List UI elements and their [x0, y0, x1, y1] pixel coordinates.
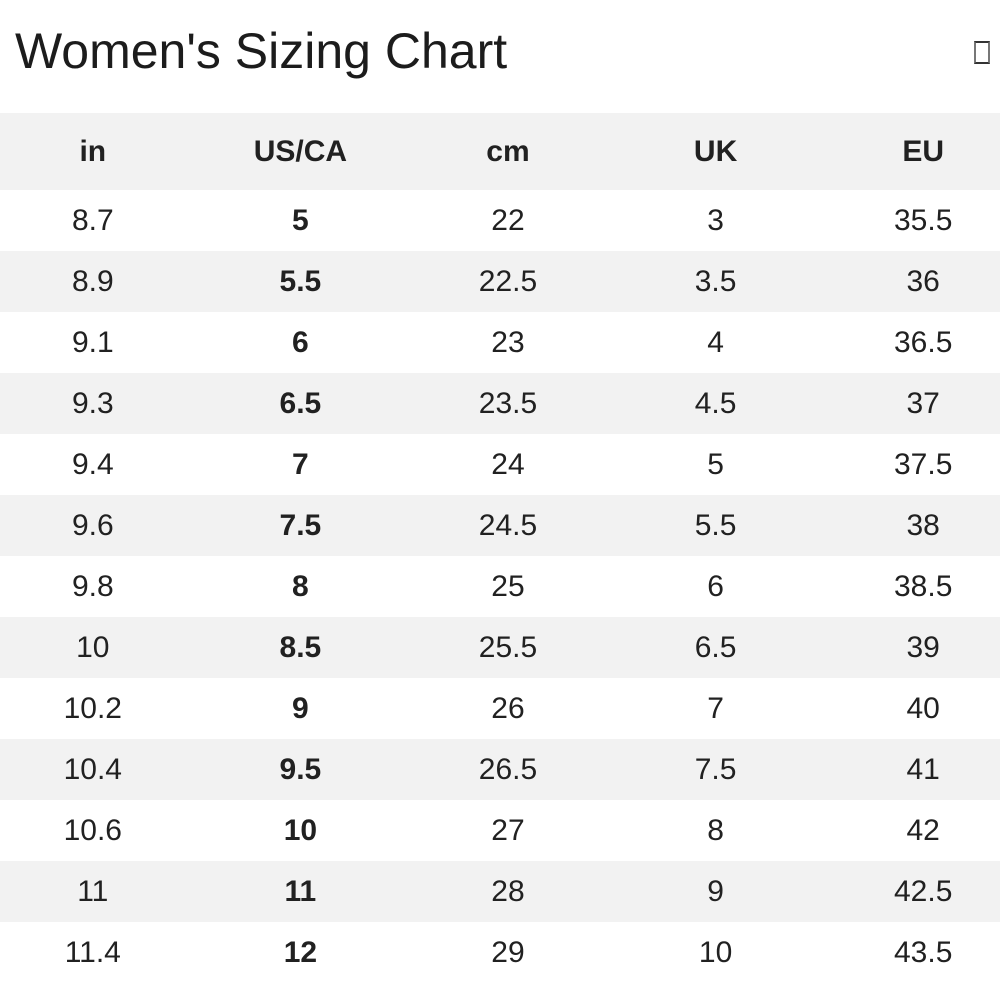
table-row: 11 11 28 9 42.5 — [0, 861, 1000, 922]
table-cell: 11.4 — [0, 922, 197, 983]
missing-glyph-icon — [974, 41, 990, 64]
table-cell: 6.5 — [196, 373, 405, 434]
column-header-cm: cm — [404, 113, 612, 190]
table-row: 9.6 7.5 24.5 5.5 38 — [0, 495, 1000, 556]
table-cell: 42 — [819, 800, 1000, 861]
table-cell: 6 — [611, 556, 820, 617]
table-cell: 7 — [196, 434, 405, 495]
table-cell: 3 — [611, 190, 820, 251]
table-cell: 37 — [819, 373, 1000, 434]
table-cell: 9.8 — [0, 556, 197, 617]
table-cell: 7.5 — [611, 739, 820, 800]
table-row: 10.2 9 26 7 40 — [0, 678, 1000, 739]
table-cell: 38.5 — [819, 556, 1000, 617]
table-cell: 9.5 — [196, 739, 405, 800]
table-cell: 8.9 — [0, 251, 197, 312]
table-cell: 26.5 — [404, 739, 612, 800]
table-row: 9.3 6.5 23.5 4.5 37 — [0, 373, 1000, 434]
table-cell: 9.3 — [0, 373, 197, 434]
table-cell: 10 — [611, 922, 820, 983]
table-cell: 26 — [404, 678, 612, 739]
table-cell: 5 — [196, 190, 405, 251]
table-cell: 5.5 — [196, 251, 405, 312]
table-cell: 6 — [196, 312, 405, 373]
table-cell: 12 — [196, 922, 405, 983]
table-row: 11.4 12 29 10 43.5 — [0, 922, 1000, 983]
table-cell: 8 — [196, 556, 405, 617]
table-cell: 25 — [404, 556, 612, 617]
table-row: 9.8 8 25 6 38.5 — [0, 556, 1000, 617]
header-row: in US/CA cm UK EU — [0, 113, 1000, 190]
table-cell: 7.5 — [196, 495, 405, 556]
table-cell: 25.5 — [404, 617, 612, 678]
table-cell: 10.2 — [0, 678, 197, 739]
table-cell: 4 — [611, 312, 820, 373]
sizing-table: in US/CA cm UK EU 8.7 5 22 3 35.5 8.9 5.5 22.5 3.5 36… — [0, 113, 1000, 983]
table-cell: 22 — [404, 190, 612, 251]
table-cell: 35.5 — [819, 190, 1000, 251]
table-cell: 11 — [0, 861, 197, 922]
table-cell: 9.4 — [0, 434, 197, 495]
table-cell: 5.5 — [611, 495, 820, 556]
table-cell: 9 — [196, 678, 405, 739]
page-header: Women's Sizing Chart — [0, 0, 1000, 113]
table-cell: 10.6 — [0, 800, 197, 861]
table-cell: 9 — [611, 861, 820, 922]
page-title: Women's Sizing Chart — [15, 23, 508, 79]
table-cell: 6.5 — [611, 617, 820, 678]
table-cell: 24 — [404, 434, 612, 495]
table-cell: 39 — [819, 617, 1000, 678]
table-row: 10 8.5 25.5 6.5 39 — [0, 617, 1000, 678]
table-row: 9.1 6 23 4 36.5 — [0, 312, 1000, 373]
table-cell: 8.5 — [196, 617, 405, 678]
table-row: 9.4 7 24 5 37.5 — [0, 434, 1000, 495]
column-header-uk: UK — [611, 113, 820, 190]
table-cell: 37.5 — [819, 434, 1000, 495]
table-cell: 3.5 — [611, 251, 820, 312]
table-cell: 10 — [196, 800, 405, 861]
table-cell: 11 — [196, 861, 405, 922]
table-cell: 36 — [819, 251, 1000, 312]
column-header-eu: EU — [819, 113, 1000, 190]
table-cell: 28 — [404, 861, 612, 922]
table-cell: 43.5 — [819, 922, 1000, 983]
table-cell: 10 — [0, 617, 197, 678]
table-cell: 22.5 — [404, 251, 612, 312]
table-cell: 8.7 — [0, 190, 197, 251]
table-cell: 10.4 — [0, 739, 197, 800]
table-cell: 7 — [611, 678, 820, 739]
table-cell: 29 — [404, 922, 612, 983]
table-cell: 38 — [819, 495, 1000, 556]
table-cell: 23.5 — [404, 373, 612, 434]
table-cell: 42.5 — [819, 861, 1000, 922]
table-cell: 36.5 — [819, 312, 1000, 373]
table-cell: 9.6 — [0, 495, 197, 556]
table-cell: 5 — [611, 434, 820, 495]
table-cell: 41 — [819, 739, 1000, 800]
table-row: 10.6 10 27 8 42 — [0, 800, 1000, 861]
column-header-us-ca: US/CA — [196, 113, 405, 190]
sizing-table-head: in US/CA cm UK EU — [0, 113, 1000, 190]
table-cell: 24.5 — [404, 495, 612, 556]
table-row: 8.9 5.5 22.5 3.5 36 — [0, 251, 1000, 312]
table-cell: 8 — [611, 800, 820, 861]
column-header-in: in — [0, 113, 197, 190]
sizing-table-body: 8.7 5 22 3 35.5 8.9 5.5 22.5 3.5 36 9.1 6 23 4 36.5 9.3… — [0, 190, 1000, 983]
table-cell: 4.5 — [611, 373, 820, 434]
table-row: 8.7 5 22 3 35.5 — [0, 190, 1000, 251]
table-row: 10.4 9.5 26.5 7.5 41 — [0, 739, 1000, 800]
table-cell: 23 — [404, 312, 612, 373]
table-cell: 27 — [404, 800, 612, 861]
table-cell: 9.1 — [0, 312, 197, 373]
table-cell: 40 — [819, 678, 1000, 739]
